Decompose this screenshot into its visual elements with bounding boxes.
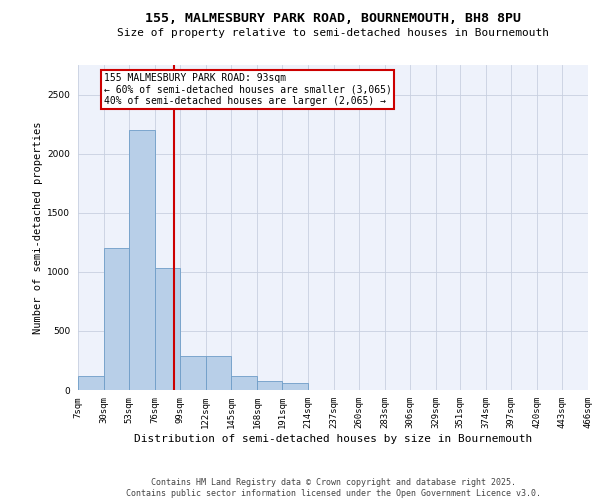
- Bar: [206, 356, 232, 390]
- Bar: [78, 376, 104, 390]
- Bar: [129, 130, 155, 390]
- Text: Contains HM Land Registry data © Crown copyright and database right 2025.
Contai: Contains HM Land Registry data © Crown c…: [125, 478, 541, 498]
- Y-axis label: Number of semi-detached properties: Number of semi-detached properties: [33, 121, 43, 334]
- Bar: [104, 248, 129, 390]
- Text: Size of property relative to semi-detached houses in Bournemouth: Size of property relative to semi-detach…: [117, 28, 549, 38]
- Bar: [283, 383, 308, 390]
- Text: 155, MALMESBURY PARK ROAD, BOURNEMOUTH, BH8 8PU: 155, MALMESBURY PARK ROAD, BOURNEMOUTH, …: [145, 12, 521, 26]
- X-axis label: Distribution of semi-detached houses by size in Bournemouth: Distribution of semi-detached houses by …: [134, 434, 532, 444]
- Text: 155 MALMESBURY PARK ROAD: 93sqm
← 60% of semi-detached houses are smaller (3,065: 155 MALMESBURY PARK ROAD: 93sqm ← 60% of…: [104, 74, 391, 106]
- Bar: [257, 380, 283, 390]
- Bar: [180, 356, 206, 390]
- Bar: [232, 376, 257, 390]
- Bar: [155, 268, 180, 390]
